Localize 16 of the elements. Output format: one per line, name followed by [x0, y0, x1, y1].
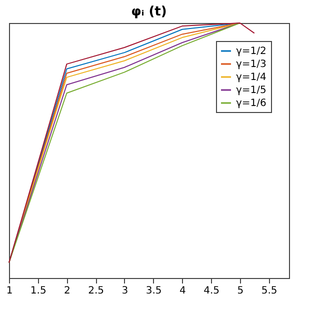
x-tick-label: 5.5 — [261, 286, 278, 296]
legend-label: γ=1/5 — [236, 85, 266, 96]
x-tick-label: 1 — [6, 286, 13, 296]
legend-label: γ=1/4 — [236, 72, 266, 83]
chart-title: φᵢ (t) — [131, 4, 167, 20]
legend-label: γ=1/2 — [236, 46, 266, 57]
x-tick-label: 2 — [64, 286, 70, 296]
x-tick-label: 4 — [180, 286, 186, 296]
x-tick-label: 5 — [237, 286, 244, 296]
legend-label: γ=1/6 — [236, 98, 266, 109]
x-tick-label: 3.5 — [146, 286, 162, 296]
x-tick-label: 1.5 — [30, 286, 46, 296]
x-tick-label: 2.5 — [88, 286, 104, 296]
x-tick-label: 3 — [122, 286, 128, 296]
legend-label: γ=1/3 — [236, 59, 266, 70]
x-tick-label: 4.5 — [204, 286, 220, 296]
